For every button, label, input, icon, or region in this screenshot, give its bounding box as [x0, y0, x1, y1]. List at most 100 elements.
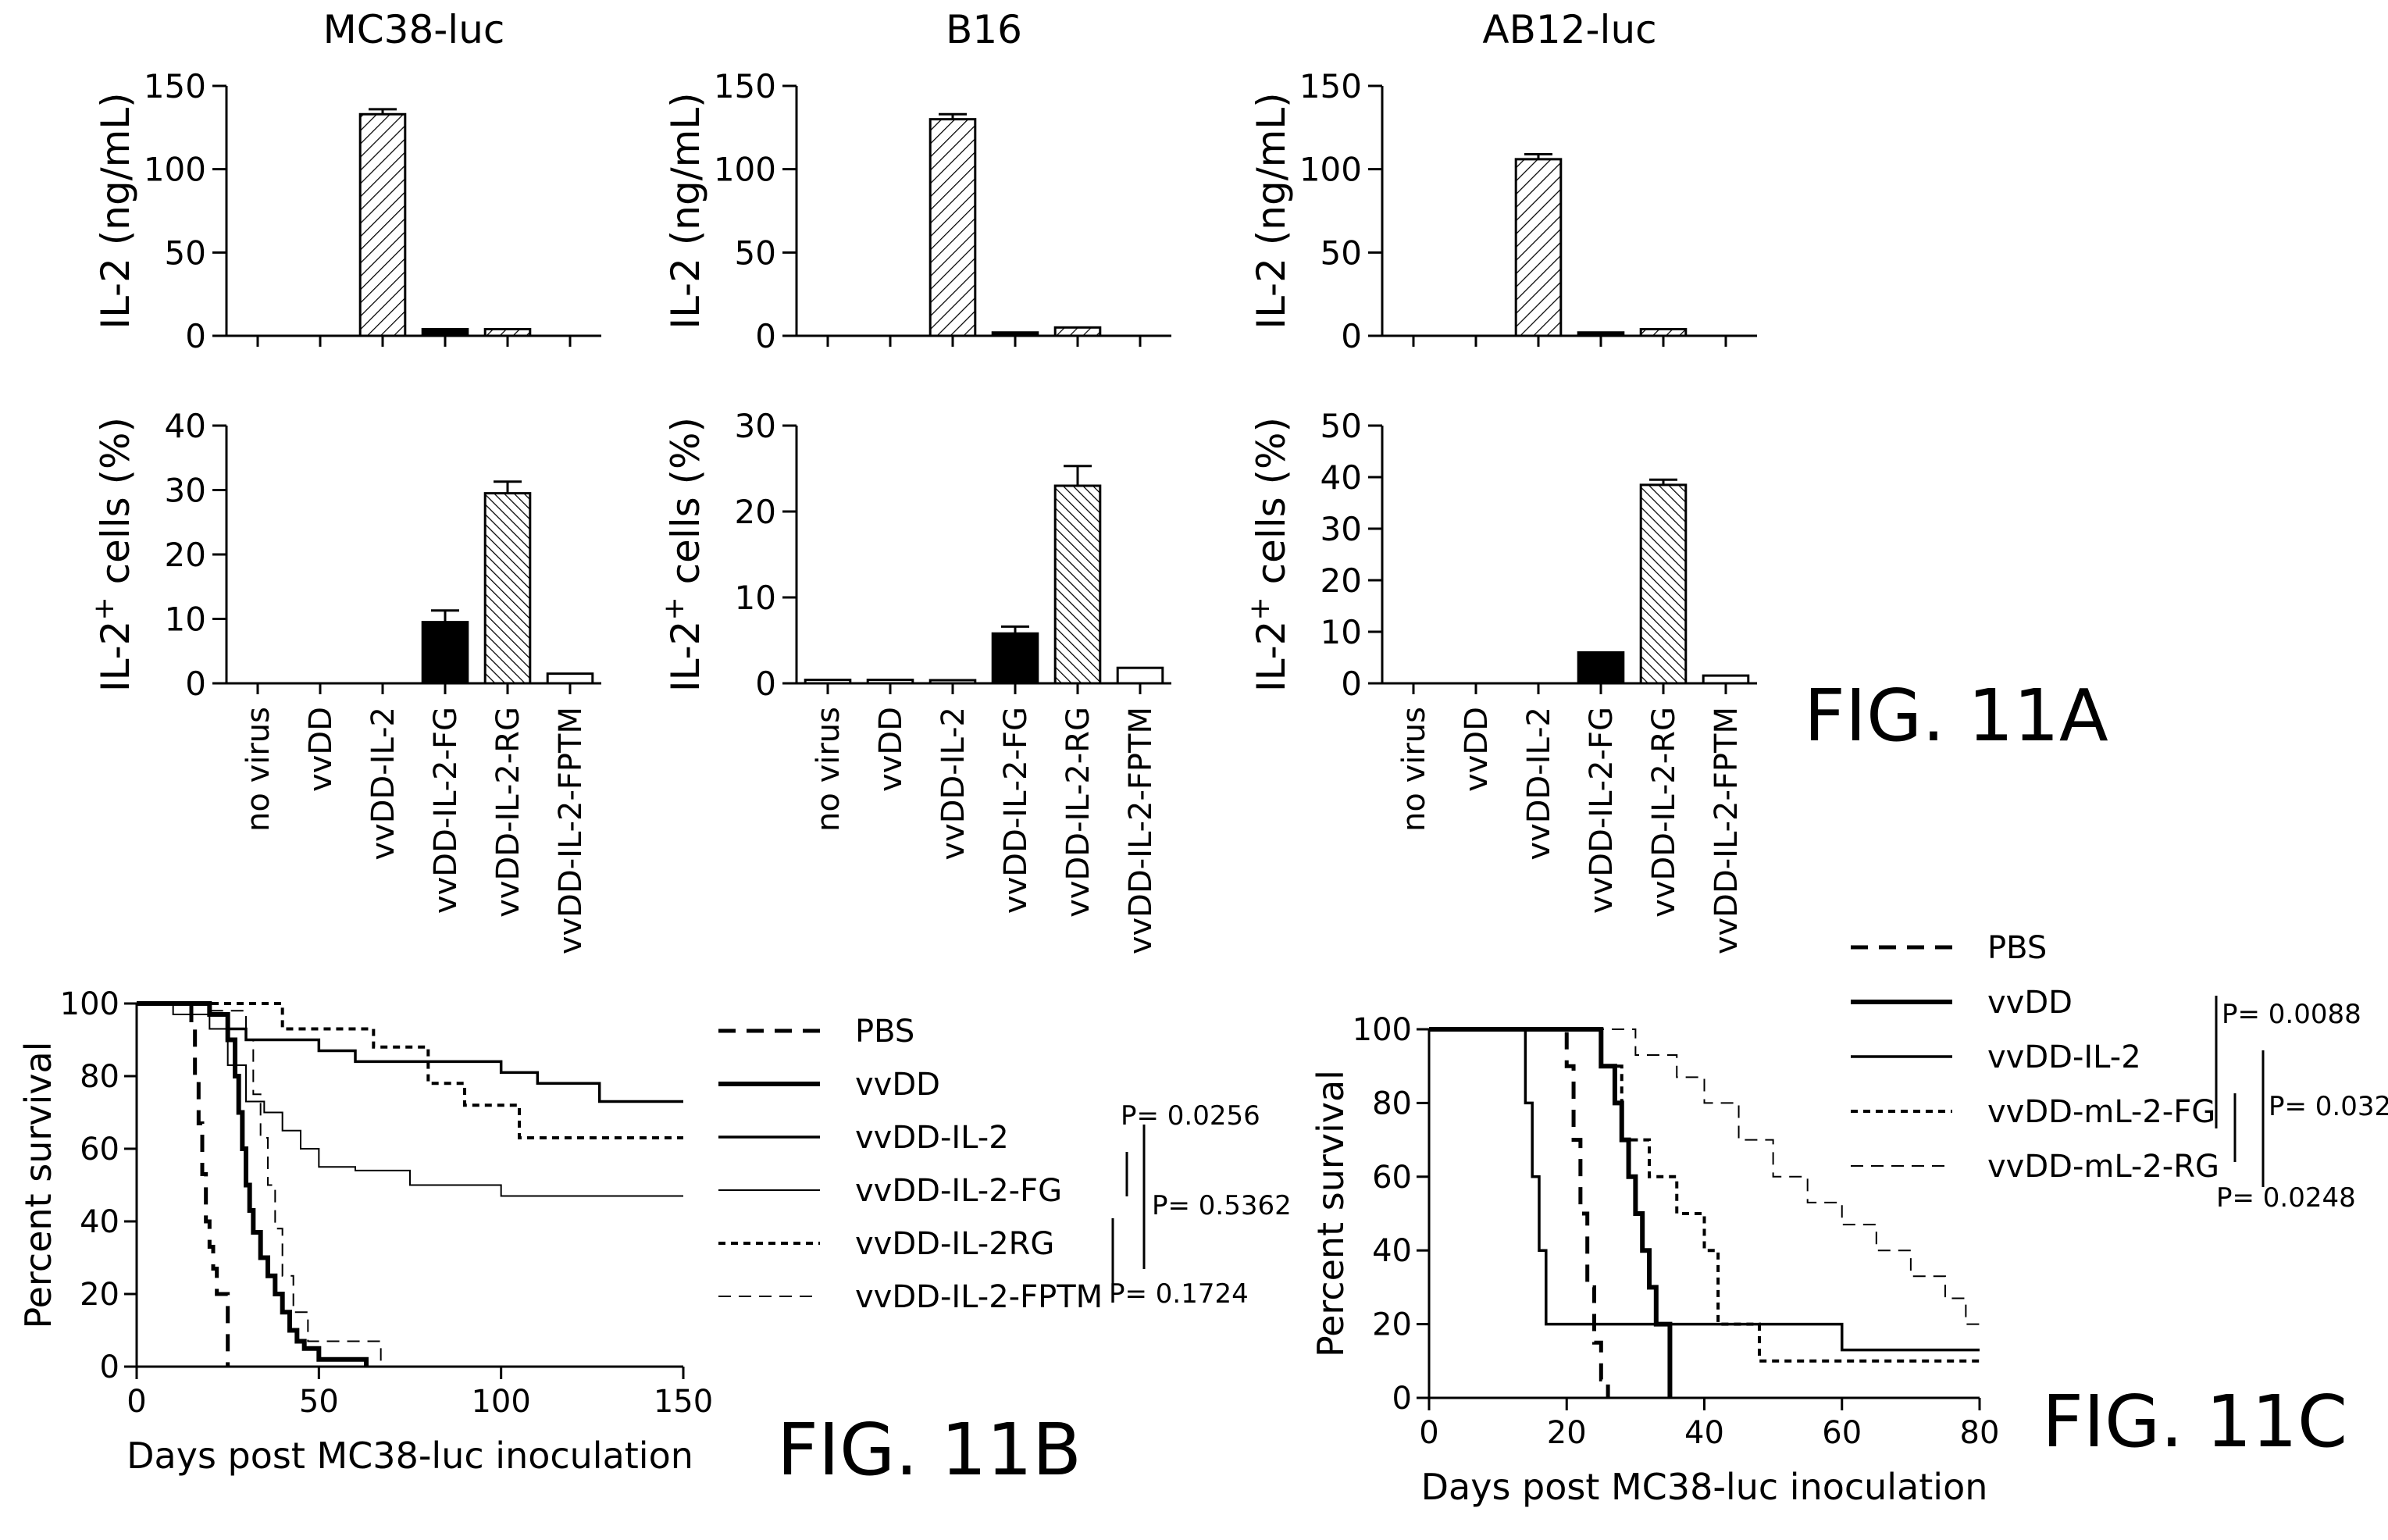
legend-label: vvDD-IL-2	[855, 1120, 1009, 1156]
category-label: vvDD-IL-2-RG	[1646, 707, 1682, 918]
bar-vvDD-IL-2-FPTM	[1702, 674, 1750, 685]
y-tick-label: 100	[60, 986, 119, 1022]
category-label: no virus	[811, 707, 846, 832]
y-axis-label-main: IL-2	[1249, 621, 1294, 693]
series-line-vvDD-IL-2	[137, 1002, 683, 1103]
category-label: vvDD-IL-2-FPTM	[1709, 707, 1745, 954]
category-label: vvDD-IL-2-RG	[1060, 707, 1096, 918]
panel-title: AB12-luc	[1482, 7, 1656, 52]
x-tick-label: 0	[1419, 1415, 1438, 1451]
bar-vvDD-IL-2-FG	[991, 331, 1039, 337]
bar-vvDD-IL-2-RG	[1639, 483, 1688, 685]
bar-chart-a_bot_ab12: 0 10 20 30 40 50 IL-2+ cells (%) no virus vvDD vv…	[1244, 407, 1757, 954]
y-axis-label: IL-2 (ng/mL)	[663, 92, 708, 329]
legend-label: PBS	[855, 1014, 914, 1050]
series-line-PBS	[137, 1001, 230, 1367]
category-label: vvDD-IL-2-FPTM	[1123, 707, 1159, 954]
series-line-vvDD	[137, 1001, 369, 1367]
y-tick-label: 50	[735, 233, 776, 272]
y-tick-label: 100	[1299, 151, 1362, 189]
y-tick-label: 40	[80, 1204, 119, 1240]
category-label: vvDD-IL-2	[1521, 707, 1557, 861]
bar-chart-a_bot_b16: 0 10 20 30 IL-2+ cells (%) no virus vvDD vvDD-I…	[658, 407, 1171, 954]
y-tick-label: 0	[185, 317, 206, 355]
x-axis-label: Days post MC38-luc inoculation	[127, 1435, 693, 1477]
category-label: vvDD-IL-2-RG	[490, 707, 526, 918]
bar-vvDD-IL-2-RG	[1053, 484, 1102, 685]
y-tick-label: 0	[1392, 1381, 1412, 1417]
y-axis-label-sup: +	[658, 597, 690, 620]
bar-vvDD-IL-2-RG	[483, 492, 532, 685]
x-tick-label: 0	[127, 1384, 146, 1420]
bar-vvDD-IL-2-FG	[991, 632, 1039, 685]
y-tick-label: 60	[1372, 1160, 1412, 1196]
y-axis-label-rest: cells (%)	[663, 417, 708, 597]
y-tick-label: 100	[1353, 1012, 1412, 1048]
legend-label: PBS	[1987, 930, 2047, 966]
pvalue-label: P= 0.0256	[1121, 1100, 1260, 1132]
bar-vvDD-IL-2-RG	[1639, 327, 1688, 337]
legend-label: vvDD-IL-2	[1987, 1039, 2141, 1075]
y-axis-label: IL-2+ cells (%)	[1244, 417, 1294, 692]
x-tick-label: 150	[654, 1384, 713, 1420]
y-axis-label: IL-2 (ng/mL)	[93, 92, 138, 329]
bar-vvDD-IL-2	[928, 679, 977, 685]
bar-vvDD-IL-2-FPTM	[546, 672, 594, 685]
y-axis-label: Percent survival	[1310, 1070, 1352, 1357]
bar-vvDD-IL-2-FG	[1577, 651, 1625, 685]
x-tick-label: 80	[1960, 1415, 2000, 1451]
bar-vvDD-IL-2	[1514, 158, 1563, 337]
bar-vvDD-IL-2-RG	[1053, 326, 1102, 337]
bar-vvDD-IL-2-FG	[421, 621, 469, 685]
y-axis-label-sup: +	[88, 597, 120, 620]
pvalue-label: P= 0.0248	[2216, 1182, 2356, 1214]
y-axis-label-rest: cells (%)	[93, 417, 138, 597]
y-tick-label: 0	[755, 317, 776, 355]
category-label: vvDD-IL-2-FG	[998, 707, 1034, 914]
x-tick-label: 50	[299, 1384, 339, 1420]
category-label: vvDD-IL-2	[365, 707, 401, 861]
fig-11a-label: FIG. 11A	[1804, 674, 2108, 758]
category-label: no virus	[1396, 707, 1432, 832]
legend-label: vvDD-IL-2-FPTM	[855, 1279, 1103, 1315]
legend-label: vvDD-IL-2RG	[855, 1226, 1054, 1262]
bar-vvDD	[866, 679, 914, 685]
category-label: vvDD	[303, 707, 339, 792]
fig-11b-label: FIG. 11B	[777, 1408, 1082, 1492]
y-tick-label: 20	[735, 493, 776, 531]
panel-title: B16	[946, 7, 1022, 52]
y-tick-label: 30	[1321, 510, 1362, 548]
category-label: vvDD-IL-2	[936, 707, 971, 861]
series-line-vvDD-mL-2-FG	[1429, 1028, 1980, 1363]
y-tick-label: 100	[714, 151, 776, 189]
survival-chart-b_survival: 0 20 40 60 80 100 0 50 100 150 Days post MC38-luc …	[17, 986, 1292, 1477]
bar-vvDD-IL-2-FG	[421, 327, 469, 337]
y-tick-label: 10	[735, 579, 776, 617]
y-tick-label: 50	[1321, 233, 1362, 272]
y-tick-label: 20	[165, 536, 206, 574]
legend-label: vvDD-mL-2-FG	[1987, 1094, 2215, 1130]
y-tick-label: 50	[165, 233, 206, 272]
panel-title: MC38-luc	[323, 7, 505, 52]
y-tick-label: 0	[1341, 317, 1362, 355]
series-line-PBS	[1429, 1027, 1610, 1398]
y-tick-label: 150	[144, 67, 206, 105]
y-axis-label-main: IL-2	[663, 621, 708, 693]
y-axis-label: IL-2 (ng/mL)	[1249, 92, 1294, 329]
y-tick-label: 80	[80, 1059, 119, 1095]
y-tick-label: 50	[1321, 407, 1362, 445]
y-tick-label: 150	[1299, 67, 1362, 105]
legend-label: vvDD	[855, 1067, 940, 1103]
pvalue-label: P= 0.0326	[2269, 1091, 2388, 1122]
y-axis-label-rest: cells (%)	[1249, 417, 1294, 597]
y-tick-label: 10	[165, 601, 206, 639]
y-tick-label: 0	[100, 1349, 119, 1385]
series-line-vvDD	[1429, 1027, 1673, 1398]
pvalue-label: P= 0.0088	[2222, 999, 2361, 1030]
x-tick-label: 20	[1547, 1415, 1587, 1451]
y-tick-label: 0	[755, 665, 776, 703]
bar-vvDD-IL-2	[358, 112, 407, 337]
y-tick-label: 0	[185, 665, 206, 703]
